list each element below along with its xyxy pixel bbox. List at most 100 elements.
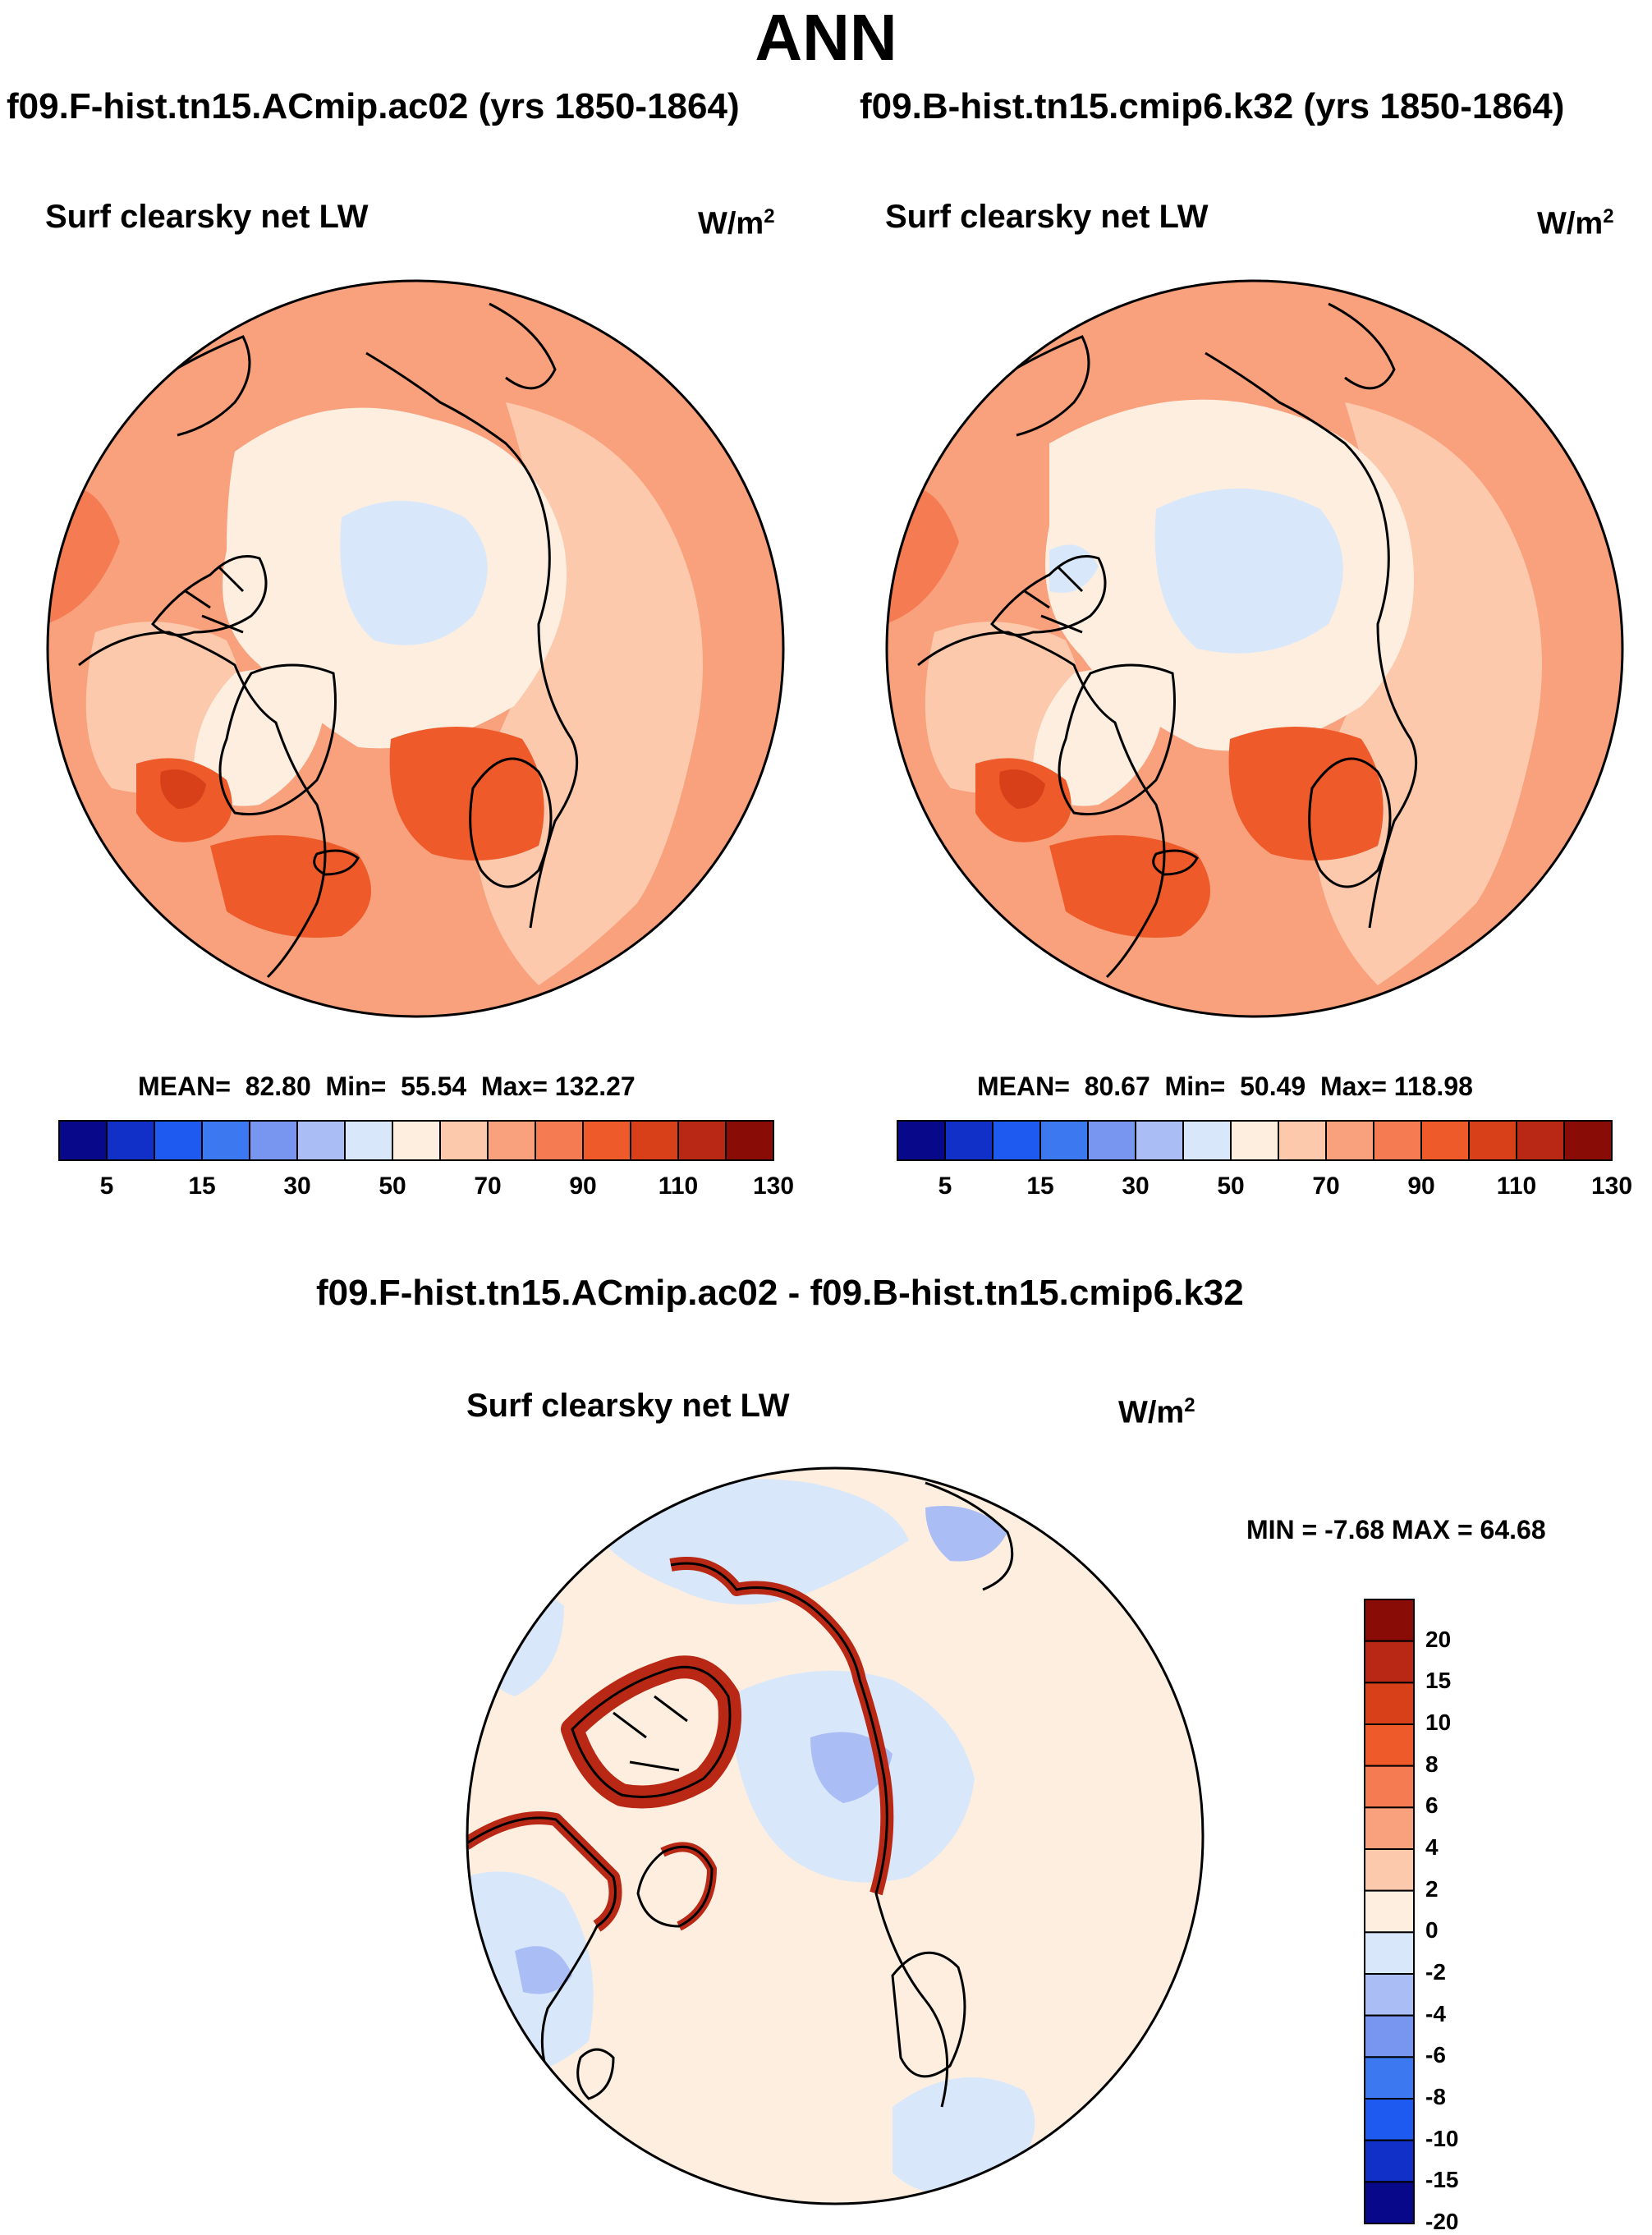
colorbar-swatch [1563, 1120, 1613, 1161]
diff-blue2-spot3 [515, 1946, 572, 1994]
greenland-cream [1033, 669, 1164, 806]
colorbar-tick-label: 50 [1217, 1173, 1245, 1200]
coastline-siberia [670, 1562, 949, 2108]
colorbar-tick-label: 110 [658, 1173, 699, 1200]
stats-right: MEAN= 80.67 Min= 50.49 Max= 118.98 [977, 1072, 1473, 1101]
colorbar-tick-label: 10 [1425, 1710, 1452, 1735]
coastline-archipelago [151, 555, 268, 636]
colorbar-swatch [1039, 1120, 1089, 1161]
colorbar-swatch [1364, 1973, 1415, 2017]
colorbar-diff-labels: 20 15 10 8 6 4 2 0 -2 -4 -6 -8 -10 -15 -20 [1425, 1599, 1524, 2234]
colorbar-swatch [1135, 1120, 1184, 1161]
colorbar-swatch [439, 1120, 489, 1161]
arctic-ice-blue [1049, 489, 1343, 654]
units-label-left: W/m2 [698, 205, 775, 241]
colorbar-swatch [1230, 1120, 1279, 1161]
coastline-british-isles [576, 2048, 615, 2100]
colorbar-tick-label: 8 [1425, 1751, 1439, 1777]
colorbar-right [897, 1120, 1613, 1161]
colorbar-tick-label: 70 [1312, 1173, 1340, 1200]
colorbar-swatch [1364, 1723, 1415, 1767]
colorbar-left [58, 1120, 774, 1161]
diff-minmax: MIN = -7.68 MAX = 64.68 [1246, 1515, 1546, 1544]
colorbar-swatch [1364, 2014, 1415, 2058]
coastline-north-america [917, 631, 1166, 979]
map-border [885, 279, 1624, 1018]
colorbar-swatch [1087, 1120, 1136, 1161]
hottest-core [999, 769, 1045, 809]
hot-spot-iceland [1049, 835, 1210, 938]
colorbar-swatch [725, 1120, 774, 1161]
colorbar-tick-label: -8 [1425, 2084, 1446, 2109]
colorbar-tick-label: 90 [569, 1173, 597, 1200]
colorbar-tick-label: 90 [1407, 1173, 1435, 1200]
polar-map-left [46, 279, 785, 1018]
colorbar-swatch [154, 1120, 203, 1161]
colorbar-swatch [992, 1120, 1041, 1161]
colorbar-tick-label: -2 [1425, 1959, 1446, 1985]
colorbar-swatch [1364, 2181, 1415, 2224]
coastline-iceland [1152, 849, 1199, 876]
colorbar-tick-label: 15 [1026, 1173, 1054, 1200]
colorbar-swatch [677, 1120, 727, 1161]
colorbar-tick-label: 110 [1496, 1173, 1537, 1200]
colorbar-tick-label: -15 [1425, 2167, 1459, 2193]
colorbar-tick-label: 6 [1425, 1792, 1439, 1819]
colorbar-tick-label: -10 [1425, 2125, 1459, 2151]
coastline-north-america [467, 1816, 617, 2108]
hottest-core [160, 769, 206, 809]
colorbar-tick-label: 2 [1425, 1875, 1439, 1902]
colorbar-swatch [1373, 1120, 1422, 1161]
hot-spot-iceland [210, 835, 371, 938]
coastline-archipelago [571, 1665, 732, 1798]
warm-band-nw [48, 281, 292, 624]
coastline-greenland [218, 663, 337, 816]
variable-label-right: Surf clearsky net LW [885, 199, 1209, 235]
colorbar-swatch [344, 1120, 393, 1161]
colorbar-swatch [106, 1120, 155, 1161]
coastline-iceland [313, 849, 360, 876]
colorbar-tick-label: 4 [1425, 1834, 1439, 1860]
coastline-alaska [160, 335, 251, 437]
colorbar-swatch [1364, 1682, 1415, 1726]
diff-blue-atlantic [467, 1871, 1035, 2195]
coastline-greenland [636, 1845, 714, 1928]
colorbar-swatch [1278, 1120, 1327, 1161]
greenland-cream [194, 669, 325, 806]
colorbar-swatch [1325, 1120, 1374, 1161]
arctic-ice-blue [340, 501, 488, 645]
colorbar-tick-label: 5 [938, 1173, 952, 1200]
colorbar-diff [1364, 1599, 1415, 2224]
colorbar-swatch [897, 1120, 946, 1161]
coastline-kamchatka [1328, 302, 1396, 390]
colorbar-swatch [296, 1120, 346, 1161]
colorbar-tick-label: 20 [1425, 1626, 1452, 1652]
warm-band-nw [887, 281, 1131, 624]
colorbar-tick-label: -4 [1425, 2000, 1446, 2026]
figure-title: ANN [755, 1, 897, 74]
colorbar-tick-label: 15 [1425, 1668, 1452, 1694]
colorbar-swatch [630, 1120, 679, 1161]
colorbar-tick-label: 5 [99, 1173, 114, 1200]
colorbar-swatch [1468, 1120, 1517, 1161]
colorbar-swatch [201, 1120, 250, 1161]
colorbar-tick-label: 130 [1590, 1173, 1633, 1200]
colorbar-swatch [249, 1120, 298, 1161]
coastline-eurasia [365, 351, 579, 929]
polar-map-diff [466, 1466, 1205, 2205]
colorbar-tick-label: -20 [1425, 2209, 1459, 2234]
colorbar-swatch [1364, 1599, 1415, 1642]
colorbar-swatch [392, 1120, 441, 1161]
coastline-scandinavia [469, 757, 553, 888]
colorbar-swatch [535, 1120, 584, 1161]
colorbar-tick-label: 15 [188, 1173, 216, 1200]
coastline-greenland [1058, 663, 1176, 816]
units-label-diff: W/m2 [1118, 1394, 1195, 1430]
variable-label-diff: Surf clearsky net LW [466, 1388, 790, 1424]
coastline-north-america [78, 631, 327, 979]
coastline-alaska [999, 335, 1090, 437]
colorbar-swatch [1364, 1931, 1415, 1976]
case-title-right: f09.B-hist.tn15.cmip6.k32 (yrs 1850-1864… [860, 86, 1565, 126]
colorbar-swatch [582, 1120, 631, 1161]
colorbar-swatch [1420, 1120, 1470, 1161]
